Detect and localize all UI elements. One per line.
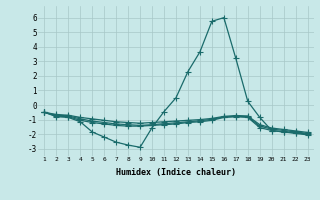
X-axis label: Humidex (Indice chaleur): Humidex (Indice chaleur) bbox=[116, 168, 236, 177]
